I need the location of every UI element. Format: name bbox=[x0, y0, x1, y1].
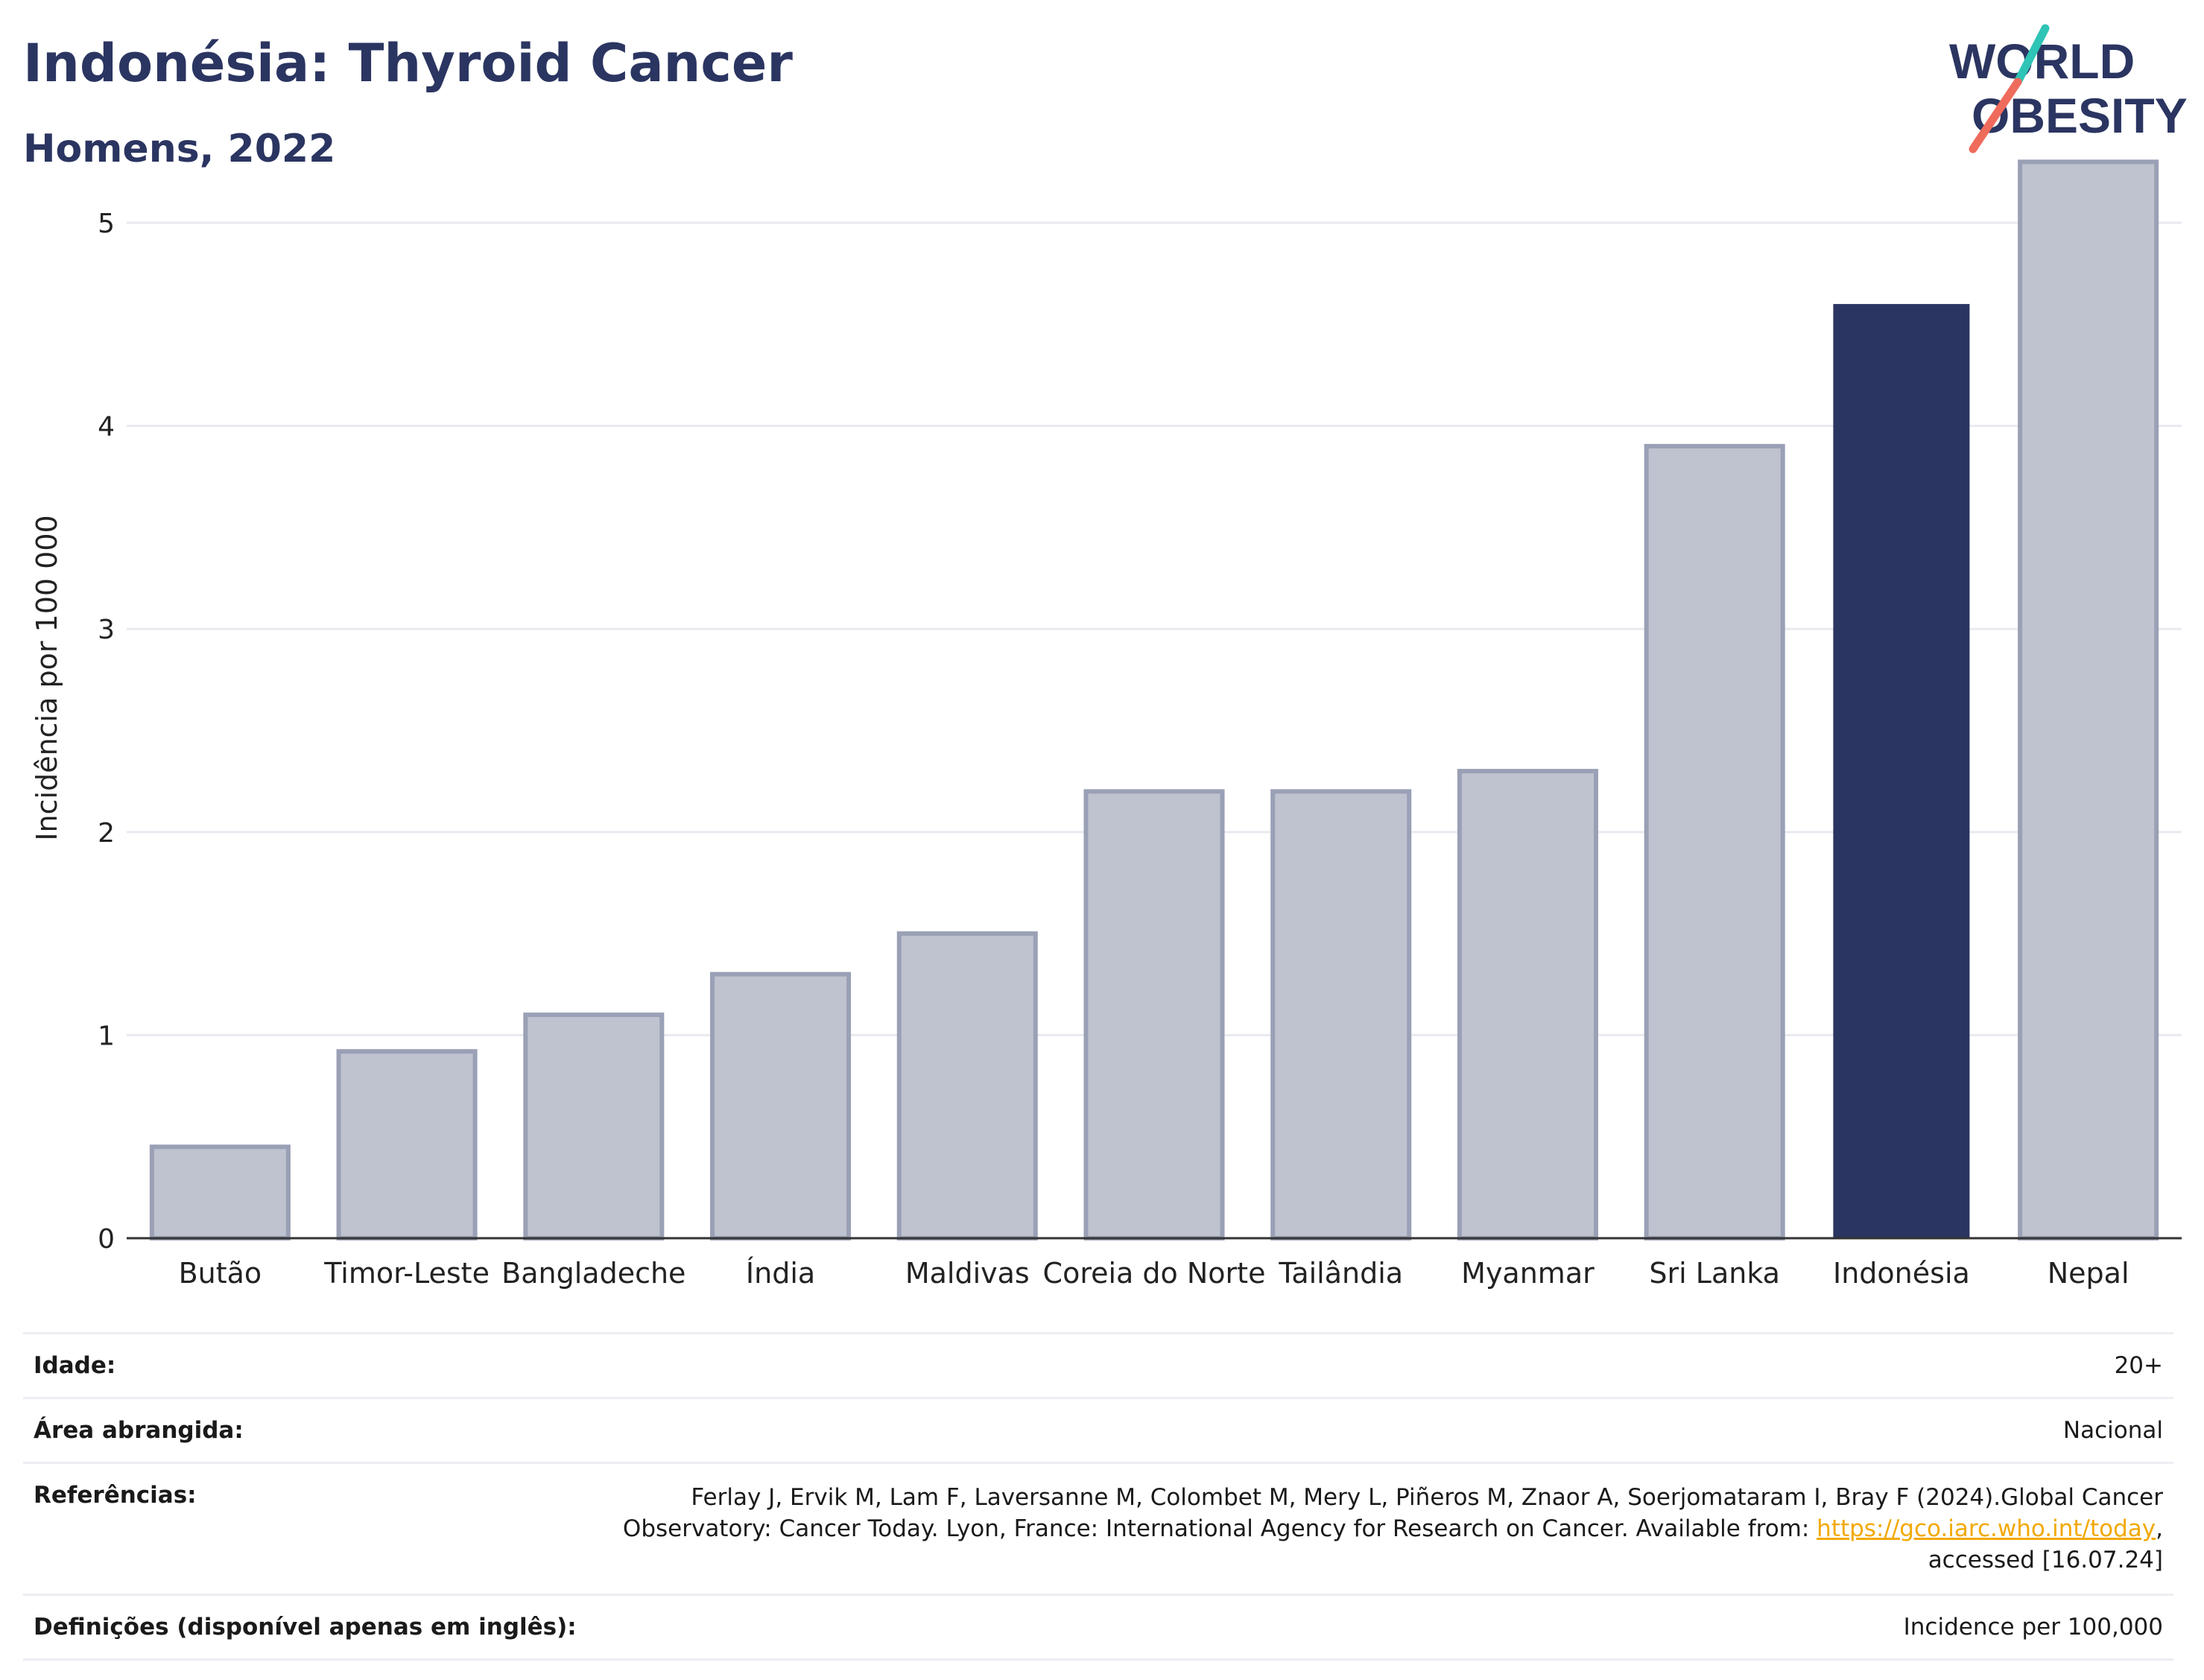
x-tick-label: Myanmar bbox=[1461, 1257, 1595, 1290]
x-tick-label: Timor-Leste bbox=[323, 1257, 490, 1290]
info-row-references: Referências: Ferlay J, Ervik M, Lam F, L… bbox=[23, 1462, 2173, 1594]
x-tick-label: Coreia do Norte bbox=[1043, 1257, 1266, 1290]
references-text: Ferlay J, Ervik M, Lam F, Laversanne M, … bbox=[622, 1484, 2163, 1542]
x-tick-label: Sri Lanka bbox=[1649, 1257, 1780, 1290]
bar-chart: 0 1 2 3 4 5 Butão Timor-Leste Bangladeche Índia M… bbox=[31, 159, 2182, 1290]
y-tick-label: 5 bbox=[98, 209, 115, 239]
area-label: Área abrangida: bbox=[34, 1417, 244, 1444]
info-row-area: Área abrangida: Nacional bbox=[23, 1397, 2173, 1462]
logo-slash-red bbox=[1969, 77, 2022, 153]
bar-coreia-do-norte bbox=[1083, 789, 1225, 1240]
y-tick-label: 1 bbox=[98, 1021, 115, 1051]
y-tick-label: 3 bbox=[98, 615, 115, 645]
x-axis-ticks: Butão Timor-Leste Bangladeche Índia Maldivas… bbox=[179, 1257, 2129, 1290]
chart-bars bbox=[149, 159, 2159, 1241]
references-link[interactable]: https://gco.iarc.who.int/today bbox=[1817, 1515, 2156, 1542]
bar-bangladeche bbox=[523, 1012, 665, 1241]
age-value: 20+ bbox=[2114, 1352, 2163, 1379]
bar-maldivas bbox=[896, 931, 1038, 1240]
references-label: Referências: bbox=[34, 1482, 197, 1509]
chart-subtitle: Homens, 2022 bbox=[23, 127, 336, 171]
x-tick-label: Bangladeche bbox=[501, 1257, 685, 1290]
y-tick-label: 0 bbox=[98, 1224, 115, 1255]
x-tick-label: Nepal bbox=[2048, 1257, 2129, 1290]
bar-sri-lanka bbox=[1644, 443, 1785, 1240]
references-accessed: , accessed [16.07.24] bbox=[1928, 1515, 2163, 1573]
bar-myanmar bbox=[1457, 769, 1598, 1240]
bar-nepal bbox=[2018, 159, 2159, 1240]
logo-slash-teal bbox=[2013, 24, 2050, 86]
chart-title: Indonésia: Thyroid Cancer bbox=[23, 33, 793, 94]
age-label: Idade: bbox=[34, 1352, 116, 1379]
y-tick-label: 4 bbox=[98, 412, 115, 443]
x-tick-label: Indonésia bbox=[1833, 1257, 1970, 1290]
bar-índia bbox=[710, 971, 852, 1240]
definitions-value: Incidence per 100,000 bbox=[1903, 1614, 2163, 1641]
y-axis-ticks: 0 1 2 3 4 5 bbox=[98, 209, 115, 1255]
x-tick-label: Índia bbox=[746, 1257, 815, 1290]
info-table: Idade: 20+ Área abrangida: Nacional Refe… bbox=[23, 1332, 2173, 1661]
bar-indonésia bbox=[1833, 304, 1970, 1238]
bar-tailândia bbox=[1270, 789, 1412, 1240]
bar-timor-leste bbox=[336, 1049, 478, 1241]
info-row-definitions: Definições (disponível apenas em inglês)… bbox=[23, 1594, 2173, 1661]
x-tick-label: Tailândia bbox=[1278, 1257, 1403, 1290]
world-obesity-logo: WORLD OBESITY bbox=[1949, 24, 2188, 153]
y-tick-label: 2 bbox=[98, 818, 115, 849]
definitions-label: Definições (disponível apenas em inglês)… bbox=[34, 1614, 577, 1641]
area-value: Nacional bbox=[2062, 1417, 2163, 1444]
x-tick-label: Maldivas bbox=[905, 1257, 1030, 1290]
bar-butão bbox=[149, 1144, 291, 1241]
info-row-age: Idade: 20+ bbox=[23, 1332, 2173, 1397]
references-value: Ferlay J, Ervik M, Lam F, Laversanne M, … bbox=[613, 1482, 2163, 1576]
y-axis-label: Incidência por 100 000 bbox=[31, 515, 63, 840]
x-tick-label: Butão bbox=[179, 1257, 262, 1290]
